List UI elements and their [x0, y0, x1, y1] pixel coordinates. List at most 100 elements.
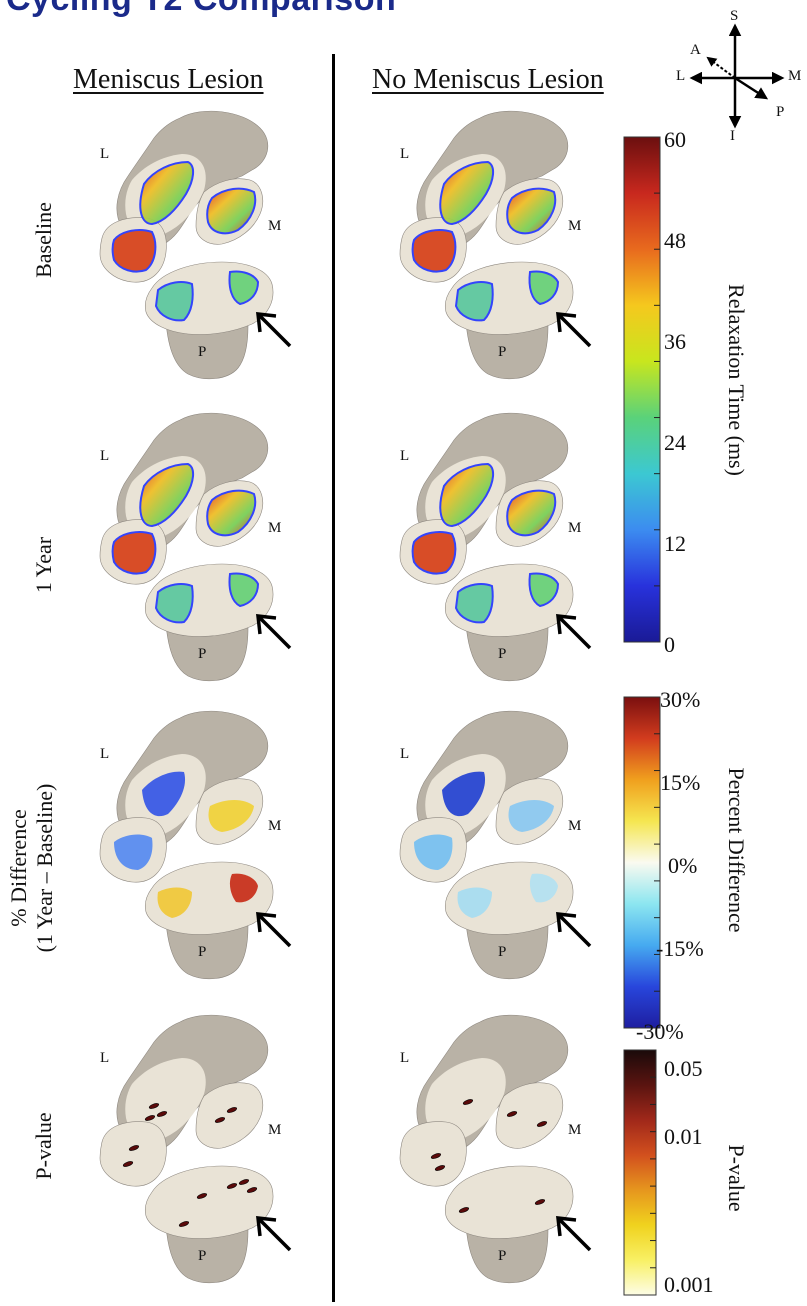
colorbar-relaxation-time: [623, 136, 661, 643]
femur-percent-medial-map: [508, 800, 554, 832]
colorbar-percent-difference: [623, 696, 661, 1029]
orientation-compass: [689, 23, 785, 129]
bone-label-medial: M: [268, 818, 281, 834]
percent-colorbar-title: Percent Difference: [724, 767, 749, 933]
row-label-percent-difference-line2: (1 Year – Baseline): [32, 783, 57, 953]
significant-pvalue-spot: [226, 1183, 238, 1189]
tibia-percent-lateral-map: [457, 887, 492, 918]
femur-cartilage-medial-map: [206, 489, 257, 537]
tibia-cartilage-lateral-map: [454, 281, 494, 322]
femur-percent-medial-map: [208, 800, 254, 832]
compass-label-posterior: P: [776, 104, 785, 120]
patella-cartilage-map: [111, 229, 157, 273]
tibia-cartilage-medial-map: [228, 572, 260, 608]
patella-percent-map: [114, 834, 153, 870]
row-label-one-year: 1 Year: [31, 536, 56, 594]
knee-panel-pv-R: L M P: [399, 1014, 592, 1284]
colorbar-pvalue: [623, 1049, 657, 1296]
column-title-no-meniscus-lesion: No Meniscus Lesion: [372, 64, 604, 95]
indicator-arrow-head: [256, 1216, 277, 1237]
row-label-pvalue: P-value: [31, 1112, 56, 1180]
significant-pvalue-spot: [536, 1121, 548, 1127]
significant-pvalue-spot: [178, 1221, 190, 1227]
compass-anterior-axis: [706, 56, 736, 79]
row-label-percent-difference: % Difference (1 Year – Baseline): [6, 784, 58, 953]
femur-condyle-medial: [495, 1082, 563, 1149]
tibia-cartilage-medial-map: [528, 572, 560, 608]
bone-label-posterior: P: [498, 944, 506, 960]
significant-pvalue-spot: [238, 1179, 250, 1185]
significant-pvalue-spot: [434, 1165, 446, 1171]
significant-pvalue-spot: [246, 1187, 258, 1193]
indicator-arrow-head: [556, 1216, 577, 1237]
tibia-cartilage-lateral-map: [154, 281, 194, 322]
compass-label-lateral: L: [676, 68, 686, 84]
femur-condyle-medial: [195, 1082, 263, 1149]
significant-pvalue-spot: [506, 1111, 518, 1117]
significant-pvalue-spot: [462, 1099, 474, 1105]
column-divider: [332, 54, 335, 1302]
percent-tick-15: 15%: [660, 770, 701, 795]
indicator-arrow-head: [256, 912, 277, 933]
significant-pvalue-spot: [214, 1117, 226, 1123]
significant-pvalue-spot: [534, 1199, 546, 1205]
bone-label-lateral: L: [100, 746, 109, 762]
indicator-arrow-shaft: [558, 616, 592, 650]
relaxation-tick-0: 0: [664, 632, 675, 657]
relaxation-tick-60: 60: [664, 127, 686, 152]
knee-panel-pct-L: L M P: [99, 710, 292, 980]
femur-cartilage-medial-map: [506, 489, 557, 537]
bone-label-medial: M: [568, 818, 581, 834]
femur-cartilage-medial-map: [506, 187, 557, 235]
tibia-cartilage-medial-map: [528, 270, 560, 306]
femur-cartilage-lateral-map: [139, 160, 194, 226]
indicator-arrow-shaft: [258, 314, 292, 348]
bone-label-posterior: P: [198, 344, 206, 360]
compass-label-medial: M: [788, 68, 802, 84]
tibia-shaft: [465, 321, 549, 380]
bone-label-medial: M: [568, 1122, 581, 1138]
femur-cartilage-lateral-map: [439, 160, 494, 226]
bone-label-lateral: L: [100, 146, 109, 162]
femur-percent-lateral-map: [142, 771, 186, 817]
header-text: Cycling T2 Comparison: [6, 0, 480, 19]
indicator-arrow-head: [556, 912, 577, 933]
compass-label-superior: S: [730, 8, 739, 24]
relaxation-tick-48: 48: [664, 228, 686, 253]
bone-label-posterior: P: [498, 646, 506, 662]
femur-trochlea: [425, 1058, 506, 1140]
tibia-percent-medial-map: [229, 873, 258, 903]
relaxation-tick-24: 24: [664, 430, 686, 455]
tibia-percent-lateral-map: [157, 887, 192, 918]
knee-panel-year1-L: L M P: [99, 412, 292, 682]
cbar-pct-gradient-bar: [623, 696, 661, 1029]
percent-tick-0: 0%: [668, 853, 698, 878]
indicator-arrow-head: [256, 614, 277, 635]
tibia-shaft: [465, 623, 549, 682]
bone-label-lateral: L: [400, 146, 409, 162]
significant-pvalue-spot: [226, 1107, 238, 1113]
tibia-plateau: [444, 1165, 574, 1239]
bone-label-medial: M: [568, 520, 581, 536]
percent-tick-minus-15: -15%: [656, 936, 704, 961]
column-title-meniscus-lesion: Meniscus Lesion: [73, 64, 264, 95]
bone-label-lateral: L: [400, 746, 409, 762]
compass-posterior-axis: [734, 76, 769, 100]
knee-panel-pv-L: L M P: [99, 1014, 292, 1284]
indicator-arrow-shaft: [558, 314, 592, 348]
tibia-shaft: [165, 321, 249, 380]
femur-cartilage-lateral-map: [439, 462, 494, 528]
tibia-cartilage-lateral-map: [454, 583, 494, 624]
tibia-plateau: [144, 1165, 274, 1239]
pvalue-tick-0-01: 0.01: [664, 1124, 703, 1149]
femur-cartilage-lateral-map: [139, 462, 194, 528]
femur-cartilage-medial-map: [206, 187, 257, 235]
patella: [99, 1121, 167, 1187]
compass-label-anterior: A: [690, 42, 701, 58]
bone-label-medial: M: [268, 1122, 281, 1138]
femur-percent-lateral-map: [442, 771, 486, 817]
compass-label-inferior: I: [730, 128, 735, 144]
pvalue-tick-0-05: 0.05: [664, 1056, 703, 1081]
relaxation-tick-12: 12: [664, 531, 686, 556]
significant-pvalue-spot: [196, 1193, 208, 1199]
